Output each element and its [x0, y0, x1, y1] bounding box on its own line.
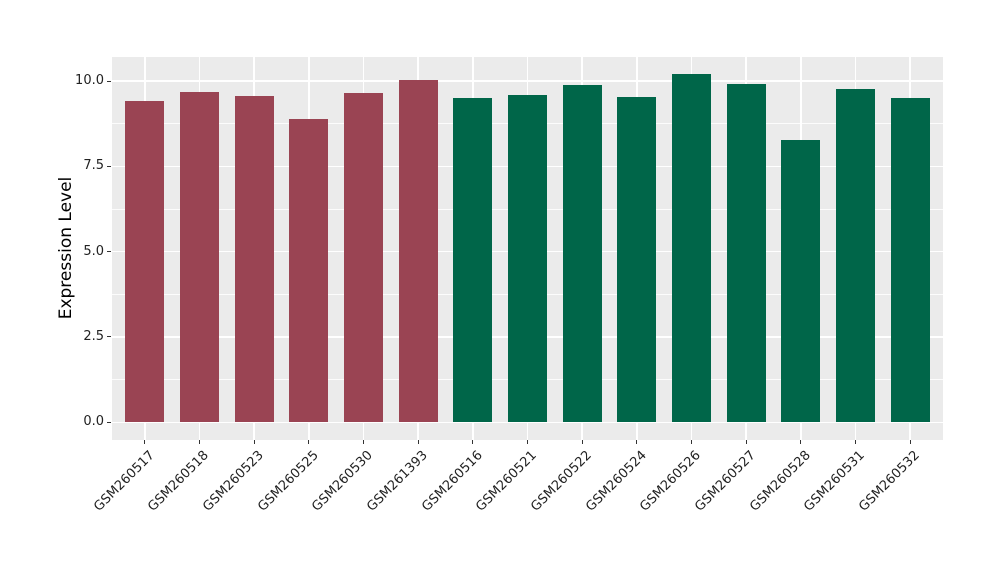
horizontal-gridline-major — [112, 421, 943, 424]
x-axis-tick-mark — [308, 440, 310, 444]
bar-GSM260524 — [617, 97, 657, 423]
horizontal-gridline-major — [112, 80, 943, 82]
y-axis-title: Expression Level — [56, 176, 76, 320]
bar-GSM260516 — [453, 98, 493, 423]
y-tick-label: 10.0 — [75, 73, 104, 88]
bar-GSM260518 — [179, 91, 219, 423]
x-axis-tick-mark — [800, 440, 802, 444]
y-tick-label: 5.0 — [83, 243, 104, 259]
x-axis-tick-mark — [362, 440, 364, 444]
x-axis-tick-mark — [198, 440, 200, 444]
bar-GSM260528 — [781, 140, 821, 423]
x-axis-tick-mark — [472, 440, 474, 444]
bar-GSM260530 — [343, 92, 383, 423]
y-axis-tick-mark — [107, 80, 111, 82]
x-axis-tick-mark — [745, 440, 747, 444]
bar-GSM260522 — [562, 85, 602, 423]
y-tick-label: 0.0 — [83, 414, 104, 430]
x-axis-tick-mark — [253, 440, 255, 444]
plot-panel — [112, 57, 943, 440]
x-axis-tick-mark — [144, 440, 146, 444]
x-axis-tick-mark — [909, 440, 911, 444]
y-tick-label: 7.5 — [83, 158, 104, 174]
x-axis-tick-mark — [691, 440, 692, 444]
bar-GSM260523 — [234, 96, 274, 423]
y-axis-tick-mark — [107, 336, 111, 338]
x-axis-tick-mark — [527, 440, 528, 444]
bar-GSM260517 — [125, 100, 165, 423]
bar-GSM260531 — [836, 88, 876, 423]
y-tick-label: 2.5 — [83, 328, 104, 344]
bar-GSM261393 — [398, 79, 438, 423]
bar-GSM260521 — [508, 94, 547, 423]
bar-GSM260527 — [726, 84, 766, 423]
bar-GSM260532 — [890, 98, 930, 423]
x-axis-tick-mark — [855, 440, 857, 444]
x-axis-tick-mark — [417, 440, 419, 444]
x-axis-tick-mark — [636, 440, 638, 444]
y-axis-tick-mark — [107, 165, 111, 167]
y-axis-tick-mark — [107, 251, 111, 253]
y-axis-tick-mark — [107, 421, 111, 423]
x-axis-tick-mark — [581, 440, 583, 444]
bar-GSM260525 — [289, 118, 329, 423]
bar-GSM260526 — [672, 73, 711, 423]
